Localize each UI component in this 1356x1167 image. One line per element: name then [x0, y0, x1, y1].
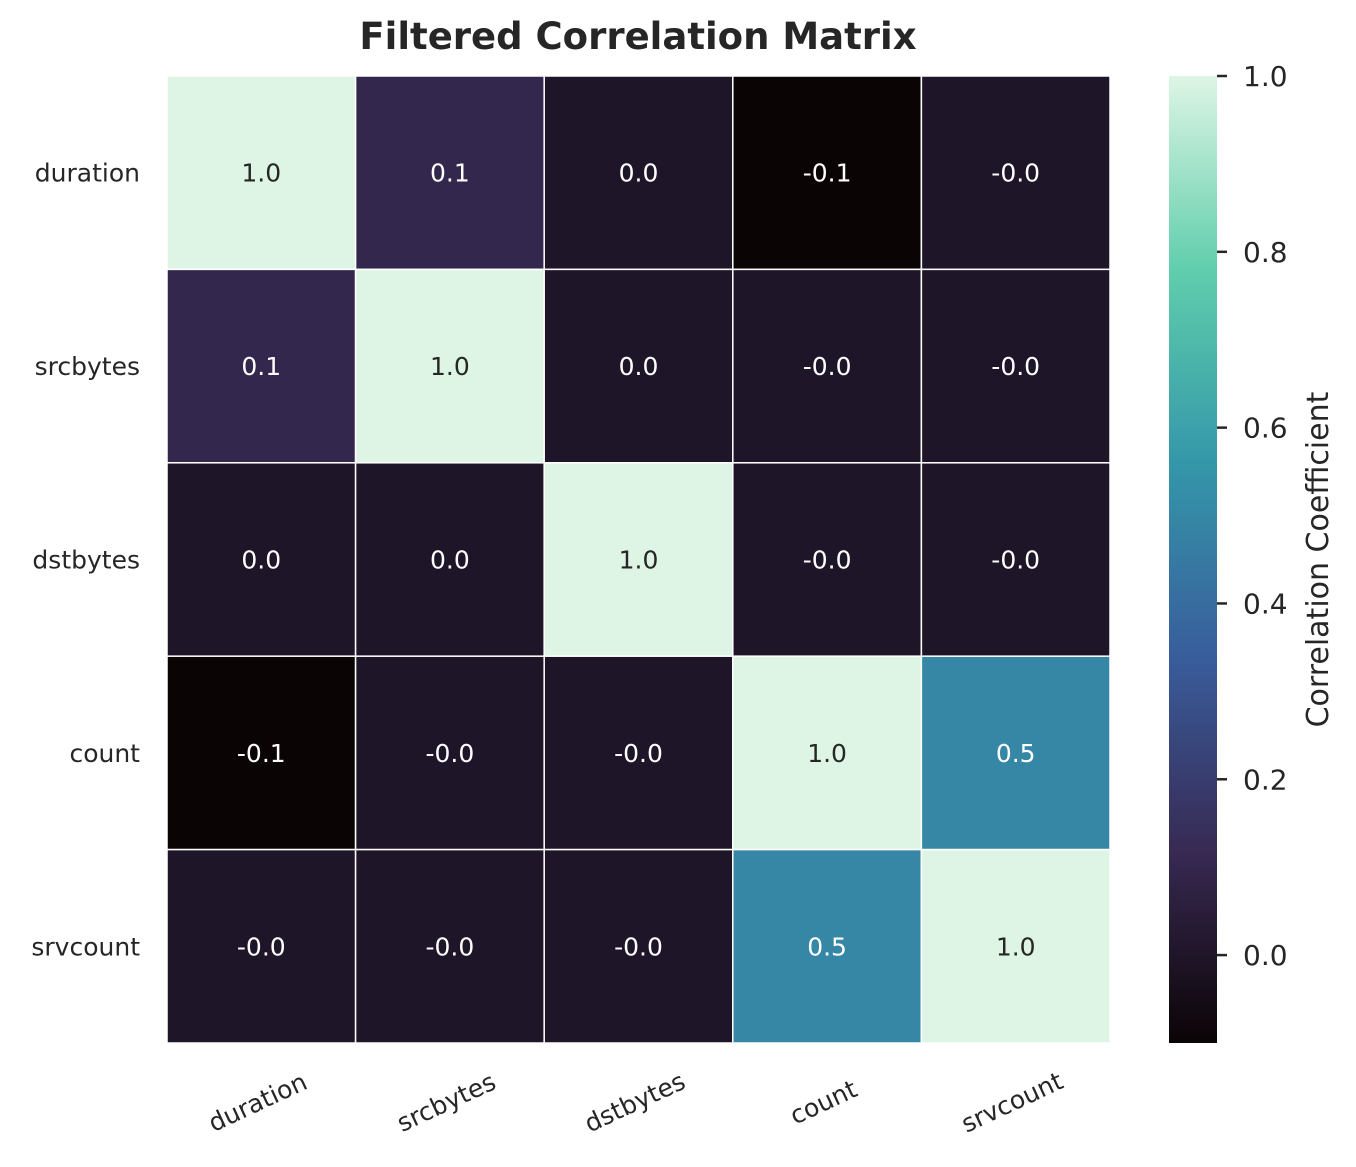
cell-annotation: -0.0	[803, 352, 852, 381]
cell-annotation: -0.1	[237, 739, 286, 768]
cell-annotation: -0.0	[426, 932, 475, 961]
heatmap-cell	[166, 655, 357, 851]
heatmap-cells	[166, 75, 1111, 1044]
heatmap-cell	[543, 848, 734, 1044]
colorbar-gradient	[1169, 76, 1217, 1043]
x-tick-label: count	[785, 1074, 861, 1130]
heatmap-cell	[543, 268, 734, 464]
colorbar-tick-label: 0.0	[1243, 939, 1288, 972]
cell-annotation: 0.5	[807, 932, 847, 961]
cell-annotation: 0.1	[430, 159, 470, 188]
colorbar-tick-label: 0.6	[1243, 412, 1288, 445]
cell-annotation: -0.0	[426, 739, 475, 768]
heatmap-cell	[166, 268, 357, 464]
colorbar-tick-label: 1.0	[1243, 60, 1288, 93]
cell-annotation: 0.0	[241, 546, 281, 575]
heatmap-cell	[543, 75, 734, 271]
heatmap-cell	[920, 268, 1111, 464]
cell-annotation: -0.0	[803, 546, 852, 575]
heatmap-cell	[920, 75, 1111, 271]
x-tick-label: srvcount	[957, 1066, 1068, 1138]
cell-annotation: 0.0	[619, 352, 659, 381]
heatmap-cell	[354, 75, 545, 271]
cell-annotation: 0.0	[430, 546, 470, 575]
y-tick-label: srvcount	[31, 932, 140, 961]
heatmap-cell	[920, 462, 1111, 657]
cell-annotation: 1.0	[996, 932, 1036, 961]
heatmap-cell	[543, 655, 734, 851]
colorbar: 0.0 0.2 0.4 0.6 0.8 1.0 Correlation Coefficien…	[1169, 60, 1336, 1043]
cell-annotation: -0.0	[991, 159, 1040, 188]
cell-annotation: -0.0	[614, 739, 663, 768]
heatmap-cell	[732, 655, 923, 851]
heatmap-cell	[354, 462, 545, 657]
colorbar-tick-label: 0.4	[1243, 587, 1288, 620]
cell-annotation: 1.0	[807, 739, 847, 768]
heatmap-cell	[920, 848, 1111, 1044]
heatmap-cell	[354, 848, 545, 1044]
x-tick-label: dstbytes	[580, 1066, 690, 1138]
cell-annotation: -0.0	[991, 546, 1040, 575]
cell-annotations: 1.0 0.1 0.0 -0.1 -0.0 0.1 1.0 0.0 -0.0 -0.0 0.0 0.0…	[237, 159, 1040, 962]
cell-annotation: 0.1	[241, 352, 281, 381]
x-tick-label: srcbytes	[392, 1067, 500, 1138]
cell-annotation: -0.0	[237, 932, 286, 961]
heatmap-cell	[166, 75, 357, 271]
cell-annotation: -0.0	[614, 932, 663, 961]
heatmap-cell	[543, 462, 734, 657]
cell-annotation: 0.5	[996, 739, 1036, 768]
colorbar-tick-label: 0.2	[1243, 763, 1288, 796]
cell-annotation: 1.0	[241, 159, 281, 188]
heatmap-cell	[732, 75, 923, 271]
y-tick-labels: duration srcbytes dstbytes count srvcount	[31, 159, 140, 962]
y-tick-label: dstbytes	[32, 546, 140, 575]
heatmap-cell	[354, 655, 545, 851]
colorbar-label: Correlation Coefficient	[1301, 391, 1336, 727]
cell-annotation: -0.1	[803, 159, 852, 188]
chart-title: Filtered Correlation Matrix	[359, 15, 916, 58]
x-tick-label: duration	[204, 1067, 312, 1138]
y-tick-label: srcbytes	[35, 352, 140, 381]
y-tick-label: count	[69, 739, 140, 768]
heatmap-cell	[166, 848, 357, 1044]
x-tick-labels: duration srcbytes dstbytes count srvcount	[204, 1066, 1068, 1138]
y-tick-label: duration	[35, 159, 140, 188]
heatmap-cell	[732, 462, 923, 657]
heatmap-cell	[920, 655, 1111, 851]
cell-annotation: 1.0	[619, 546, 659, 575]
cell-annotation: -0.0	[991, 352, 1040, 381]
colorbar-tick-label: 0.8	[1243, 236, 1288, 269]
cell-annotation: 0.0	[619, 159, 659, 188]
cell-annotation: 1.0	[430, 352, 470, 381]
